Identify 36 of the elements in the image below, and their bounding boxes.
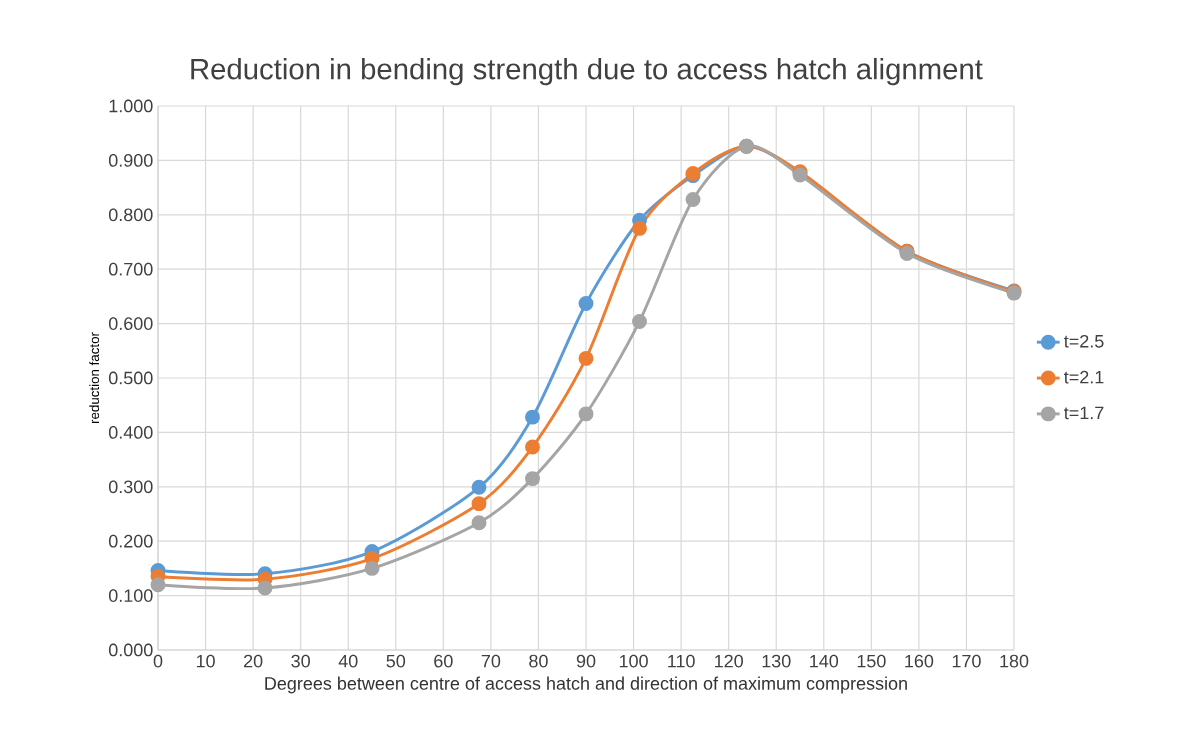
- y-tick-label: 0.700: [108, 262, 153, 276]
- x-tick-label: 60: [434, 654, 453, 668]
- y-tick-label: 0.800: [108, 208, 153, 222]
- x-tick-label: 30: [291, 654, 310, 668]
- x-tick-label: 160: [905, 654, 934, 668]
- x-tick-label: 110: [668, 654, 695, 668]
- y-tick-label: 0.600: [108, 317, 153, 330]
- x-tick-label: 100: [619, 654, 648, 668]
- x-tick-label: 10: [196, 654, 215, 668]
- legend-label: t=2.5: [1064, 334, 1104, 348]
- x-axis-title: Degrees between centre of access hatch and direction of maximum compression: [265, 676, 907, 694]
- x-tick-label: 150: [857, 654, 886, 668]
- x-tick-label: 70: [481, 654, 501, 668]
- y-tick-label: 0.300: [108, 480, 153, 494]
- x-tick-label: 90: [576, 654, 596, 668]
- x-tick-label: 180: [1000, 654, 1029, 668]
- y-tick-label: 0.000: [108, 643, 153, 657]
- y-tick-label: 1.000: [109, 99, 153, 113]
- y-tick-label: 0.200: [108, 534, 153, 548]
- x-tick-label: 0: [153, 654, 163, 668]
- x-tick-label: 50: [386, 654, 406, 668]
- legend-label: t=2.1: [1064, 370, 1104, 384]
- x-tick-label: 130: [762, 654, 791, 668]
- chart-title: Reduction in bending strength due to access hatch alignment: [191, 57, 983, 86]
- x-tick-label: 80: [529, 654, 548, 668]
- x-tick-label: 120: [715, 654, 743, 668]
- x-tick-label: 20: [244, 654, 263, 668]
- legend-label: t=1.7: [1064, 406, 1104, 420]
- x-tick-label: 140: [810, 654, 839, 668]
- y-tick-label: 0.400: [108, 426, 153, 439]
- x-tick-label: 40: [338, 654, 358, 668]
- y-tick-label: 0.500: [108, 371, 153, 385]
- y-tick-label: 0.100: [108, 589, 153, 602]
- y-axis-title: reduction factor: [89, 332, 100, 424]
- y-tick-label: 0.900: [108, 154, 153, 167]
- x-tick-label: 170: [952, 654, 981, 668]
